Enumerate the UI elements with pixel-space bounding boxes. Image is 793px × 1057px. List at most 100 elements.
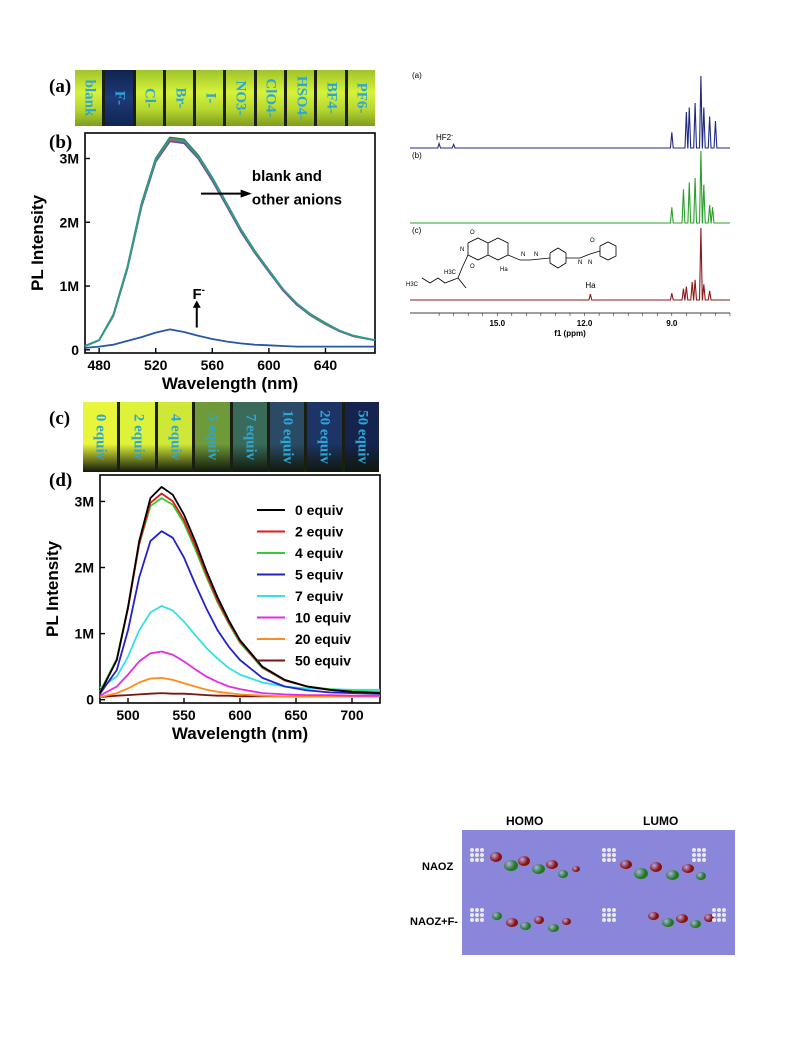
panel-a-vial: PF6- (347, 70, 375, 126)
molecule-chain (421, 277, 459, 284)
nmr-trace (410, 75, 730, 149)
atom-sphere (612, 913, 616, 917)
mo-row-naoz: NAOZ (422, 861, 454, 873)
atom-sphere (722, 913, 726, 917)
orbital-lobe (648, 912, 659, 920)
panel-d-label: (d) (49, 470, 73, 491)
mo-lumo-header: LUMO (643, 814, 679, 828)
atom-sphere (702, 858, 706, 862)
atom-sphere (602, 858, 606, 862)
panel-a-vial-label: blank (81, 79, 98, 117)
atom-sphere (712, 908, 716, 912)
atom-sphere (712, 913, 716, 917)
nmr-trace (410, 227, 730, 301)
legend-label: 2 equiv (295, 524, 343, 540)
vial-photo-strip-a: blank F- Cl- Br- I- NO3- ClO4- HSO4- BF4- PF6- (75, 70, 375, 126)
panel-c-vial: 7 equiv (232, 402, 267, 472)
nmr-annotation-superscript: - (451, 133, 453, 139)
x-axis-label: Wavelength (nm) (172, 724, 308, 743)
atom-sphere (702, 853, 706, 857)
panel-a-vial-label: F- (111, 90, 128, 106)
molecule-ring (549, 247, 567, 269)
atom-sphere (697, 853, 701, 857)
mo-homo-header: HOMO (506, 814, 544, 828)
panel-c-vial-label: 5 equiv (204, 413, 221, 461)
panel-c-vial: 4 equiv (157, 402, 193, 472)
atom-sphere (717, 908, 721, 912)
x-tick-label: 600 (257, 357, 281, 373)
panel-a-vial: BF4- (317, 70, 345, 126)
series-line (84, 328, 375, 349)
atom-sphere (475, 858, 479, 862)
atom-sphere (607, 853, 611, 857)
atom-sphere (475, 918, 479, 922)
y-axis-label: PL Intensity (28, 194, 47, 291)
atom-sphere (470, 858, 474, 862)
orbital-lobe (696, 872, 706, 880)
molecule-atom-label: O (470, 264, 475, 270)
x-tick-label: 560 (201, 357, 225, 373)
atom-sphere (612, 853, 616, 857)
x-tick-label: 600 (228, 707, 252, 723)
atom-sphere (692, 858, 696, 862)
atom-sphere (602, 908, 606, 912)
atom-sphere (607, 848, 611, 852)
nmr-x-tick-label: 15.0 (489, 319, 505, 328)
nmr-trace-label: (b) (412, 151, 422, 160)
atom-sphere (697, 858, 701, 862)
atom-sphere (717, 913, 721, 917)
atom-sphere (475, 853, 479, 857)
chart-d-pl-titration: 500 550 600 650 700 0 1M 2M 3M Wavelength (nm) PL … (43, 474, 381, 743)
panel-c-vial: 10 equiv (269, 402, 305, 472)
annotation-superscript: - (202, 285, 205, 296)
panel-a-vial-label: BF4- (323, 82, 340, 114)
annotation-arrowhead (192, 300, 201, 308)
orbital-lobe (682, 864, 694, 873)
atom-sphere (602, 913, 606, 917)
nmr-trace (410, 150, 730, 224)
series-line (84, 137, 376, 347)
atom-sphere (702, 848, 706, 852)
molecule-atom-label: H3C (444, 270, 457, 276)
vial-photo-strip-c: 0 equiv 2 equiv 4 equiv 5 equiv 7 equiv 10 eq… (83, 402, 379, 472)
atom-sphere (470, 853, 474, 857)
orbital-lobe (690, 920, 701, 928)
atom-sphere (697, 848, 701, 852)
atom-sphere (722, 918, 726, 922)
orbital-lobe (504, 860, 518, 871)
x-tick-label: 500 (116, 707, 140, 723)
x-tick-label: 700 (340, 707, 364, 723)
molecule-ring (487, 237, 509, 261)
molecule-atom-label: N (521, 252, 525, 258)
plot-frame (84, 132, 376, 354)
nmr-trace-label: (c) (412, 226, 422, 235)
orbital-lobe (490, 852, 502, 862)
atom-sphere (602, 848, 606, 852)
nmr-x-tick-label: 9.0 (666, 319, 678, 328)
panel-a-vial: NO3- (226, 70, 254, 126)
panel-c-vial: 2 equiv (120, 402, 155, 472)
panel-c-vial: 50 equiv (344, 402, 379, 472)
atom-sphere (475, 913, 479, 917)
panel-b-label: (b) (49, 132, 73, 153)
chart-annotation: other anions (252, 191, 342, 208)
x-tick-label: 550 (172, 707, 196, 723)
x-tick-label: 650 (284, 707, 308, 723)
atom-sphere (475, 848, 479, 852)
panel-c-vial: 5 equiv (195, 402, 230, 472)
orbital-lobe (662, 918, 674, 927)
atom-sphere (692, 853, 696, 857)
molecule-atom-label: N (578, 260, 582, 266)
series-line (99, 676, 380, 698)
panel-a-vial-label: PF6- (353, 82, 370, 114)
panel-c-vial: 0 equiv (83, 402, 118, 472)
molecule-ring (599, 241, 617, 261)
atom-sphere (607, 918, 611, 922)
y-tick-label: 1M (75, 626, 94, 642)
orbital-lobe (518, 856, 530, 866)
orbital-lobe (534, 916, 544, 924)
atom-sphere (475, 908, 479, 912)
y-tick-label: 2M (60, 214, 79, 230)
orbital-lobe (620, 860, 632, 869)
